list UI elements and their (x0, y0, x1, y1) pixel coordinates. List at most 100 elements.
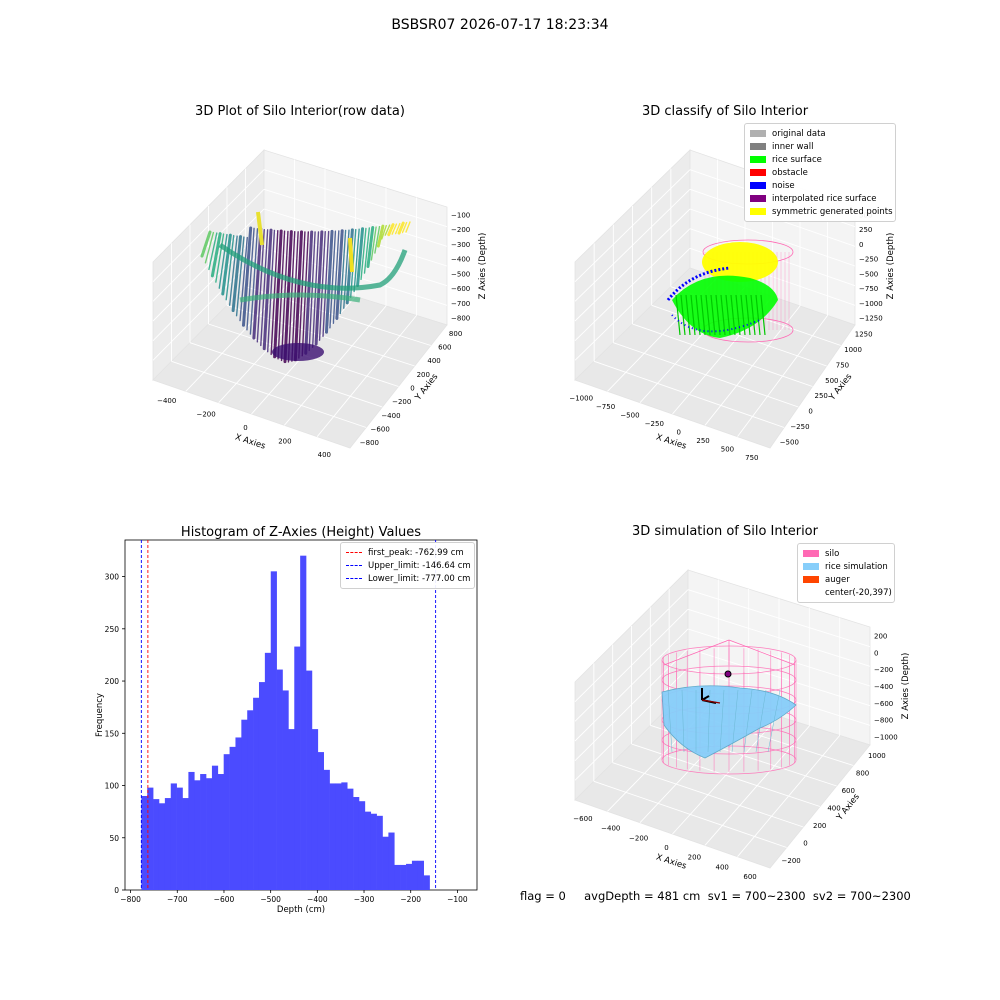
legend-swatch (750, 169, 766, 176)
z-tick-label: −750 (859, 285, 878, 293)
histogram-bar (323, 769, 330, 890)
y-tick-label: 800 (449, 330, 462, 338)
axes-pane-floor (574, 687, 871, 869)
data-stroke (260, 229, 269, 347)
legend-swatch (803, 576, 819, 583)
axes-pane-left (574, 569, 689, 801)
legend-item: rice surface (750, 153, 890, 166)
grid-line (607, 277, 718, 392)
y-tick-label: 50 (109, 834, 119, 843)
rice-surface-line (720, 294, 726, 336)
z-tick-label: −300 (451, 241, 470, 249)
legend-swatch (750, 130, 766, 137)
legend-swatch (346, 565, 362, 566)
panel2-legend: original data inner wall rice surface obsta… (744, 123, 896, 222)
data-bottom (272, 343, 324, 361)
data-stroke (225, 234, 235, 301)
data-stroke (277, 230, 286, 360)
data-stroke (280, 230, 289, 362)
data-stroke (329, 230, 337, 329)
grid-line (185, 277, 295, 392)
grid-line (218, 286, 326, 403)
symmetric-points (702, 242, 778, 282)
histogram-bar (158, 803, 166, 890)
data-stroke (266, 229, 276, 353)
grid-line (669, 706, 854, 766)
data-stroke (228, 235, 238, 306)
histogram-bar (364, 811, 372, 890)
x-axis-label: Depth (cm) (277, 905, 325, 915)
histogram-bar (229, 746, 236, 890)
x-tick-label: −500 (260, 895, 281, 904)
data-stroke (291, 231, 299, 362)
y-tick-label: −800 (360, 439, 379, 447)
y-tick-label: 200 (813, 822, 826, 830)
panel1-title: 3D Plot of Silo Interior(row data) (195, 104, 405, 119)
legend-label: rice surface (772, 154, 822, 165)
histogram-bar (358, 801, 366, 890)
histogram-bar (217, 774, 224, 890)
y-tick-label: 1000 (844, 346, 862, 354)
data-stroke (200, 230, 212, 258)
data-band (239, 292, 361, 303)
x-tick-label: −700 (167, 895, 188, 904)
data-stroke (332, 230, 340, 324)
legend-swatch (346, 578, 362, 579)
grid-line (689, 228, 856, 287)
center-marker (724, 670, 732, 678)
y-tick-label: 1000 (868, 752, 886, 760)
legend-item: first_peak: -762.99 cm (346, 546, 469, 559)
histogram-bar (170, 783, 177, 890)
data-stroke (394, 222, 401, 235)
silo-wire (661, 745, 797, 775)
rice-surface-line (690, 294, 696, 336)
histogram-bar (370, 813, 377, 890)
grid-line (687, 628, 871, 687)
legend-item: center(-20,397) (803, 586, 892, 599)
silo-wire (661, 645, 797, 675)
x-tick-label: −600 (573, 815, 592, 823)
rice-surface-line (710, 294, 716, 336)
rice-mesh (681, 689, 685, 753)
grid-line (737, 315, 828, 437)
data-stroke (353, 228, 360, 293)
x-tick-label: 500 (721, 445, 734, 453)
histogram-legend: first_peak: -762.99 cm Upper_limit: -146.… (340, 542, 475, 589)
data-stroke (360, 227, 367, 281)
y-tick-label: 800 (856, 769, 869, 777)
legend-label: original data (772, 128, 826, 139)
y-tick-label: 400 (827, 805, 840, 813)
panel2-title: 3D classify of Silo Interior (641, 104, 809, 119)
grid-line (687, 648, 871, 707)
x-tick-label: 250 (696, 437, 709, 445)
y-tick-label: 600 (438, 344, 451, 352)
histogram-bar (247, 710, 254, 890)
data-stroke (348, 237, 354, 273)
legend-label: symmetric generated points (772, 206, 893, 217)
rice-mesh (755, 689, 767, 753)
legend-label: Lower_limit: -777.00 cm (368, 573, 471, 584)
z-tick-label: −400 (451, 256, 470, 264)
z-tick-label: 0 (874, 649, 878, 657)
x-tick-label: 400 (318, 451, 331, 459)
grid-line (651, 304, 827, 367)
x-tick-label: 0 (664, 844, 668, 852)
rice-mesh (743, 689, 753, 753)
y-tick-label: 400 (427, 357, 440, 365)
histogram-bar (317, 752, 324, 890)
data-stroke (370, 226, 377, 261)
x-tick-label: −750 (596, 403, 615, 411)
rice-surface-line (755, 294, 761, 336)
y-tick-label: 600 (842, 787, 855, 795)
histogram-bar (382, 836, 389, 890)
x-tick-label: −200 (629, 834, 648, 842)
silo-wire (702, 317, 794, 343)
y-tick-label: 0 (114, 886, 119, 895)
legend-label: obstacle (772, 167, 808, 178)
data-stroke (208, 232, 218, 271)
z-tick-label: −600 (874, 700, 893, 708)
grid-line (632, 323, 813, 387)
data-stroke (381, 224, 387, 240)
silo-wire (661, 705, 797, 735)
axes-pane-back (263, 149, 448, 326)
